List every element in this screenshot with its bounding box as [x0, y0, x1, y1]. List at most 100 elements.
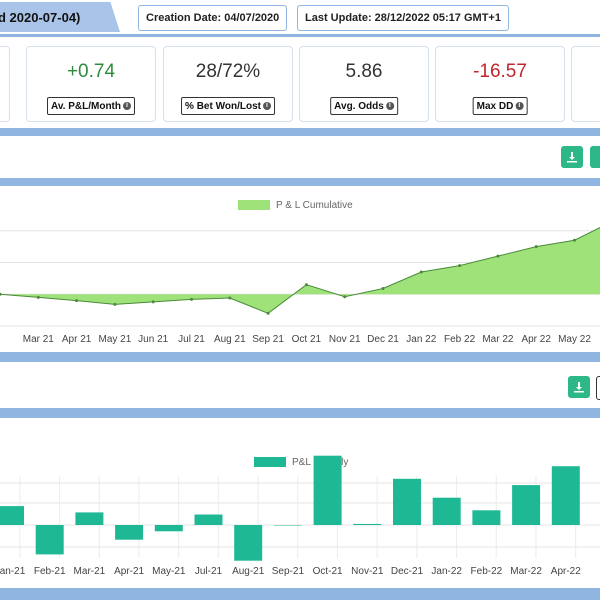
stat-card-bet-won-lost: 28/72% % Bet Won/Lost i	[163, 46, 293, 122]
section-divider-4	[0, 408, 600, 418]
monthly-pl-chart: P&L MonthlyJan-21Feb-21Mar-21Apr-21May-2…	[0, 455, 600, 577]
chart-options-button-monthly[interactable]	[596, 376, 600, 400]
x-tick-label: Sep-21	[272, 566, 305, 577]
x-tick-label: Apr-22	[551, 566, 581, 577]
legend-swatch-cumulative	[238, 200, 270, 210]
monthly-bar	[273, 525, 302, 526]
x-tick-label: Apr-21	[114, 566, 144, 577]
cumulative-point	[0, 292, 2, 296]
strategy-title-tab: d 2020-07-04)	[0, 2, 120, 32]
cumulative-area	[0, 227, 600, 314]
stat-label-bet-won-lost[interactable]: % Bet Won/Lost i	[181, 97, 275, 115]
x-tick-label: Feb-21	[34, 566, 66, 577]
info-icon[interactable]: i	[262, 102, 271, 110]
cumulative-point	[266, 311, 270, 315]
x-tick-label: Oct-21	[313, 566, 343, 577]
section-divider-5	[0, 588, 600, 600]
cumulative-point	[75, 299, 79, 303]
monthly-bar	[393, 478, 421, 525]
stat-value-avg-pl: +0.74	[66, 61, 116, 82]
cumulative-pl-chart: P & L Cumulative Mar 21 Apr 21 May 21 Jun 21…	[0, 200, 600, 345]
cumulative-point	[228, 296, 232, 300]
cumulative-point	[343, 295, 347, 299]
x-tick-label: Dec-21	[391, 566, 424, 577]
x-tick-label: Mar 22	[482, 334, 514, 345]
info-icon[interactable]: i	[515, 102, 524, 110]
x-tick-label: Apr 22	[521, 334, 551, 345]
stat-label-max-dd[interactable]: Max DD i	[472, 97, 528, 115]
monthly-bar	[313, 455, 342, 525]
x-tick-label: May 22	[558, 334, 591, 345]
cumulative-point	[458, 264, 462, 268]
x-tick-label: Mar-21	[74, 566, 106, 577]
x-tick-label: May 21	[99, 334, 132, 345]
x-tick-label: Sep 21	[252, 334, 284, 345]
section-divider-2	[0, 178, 600, 186]
stat-card-avg-pl: +0.74 Av. P&L/Month i	[26, 46, 156, 122]
cumulative-point	[381, 287, 385, 291]
x-tick-label: May-21	[152, 566, 186, 577]
x-tick-label: Dec 21	[367, 334, 399, 345]
x-tick-label: Jul 21	[178, 334, 205, 345]
chart-options-button-cumulative[interactable]	[590, 146, 600, 168]
monthly-bar	[115, 525, 144, 540]
monthly-bar	[551, 466, 580, 525]
cumulative-point	[573, 238, 576, 242]
stat-card-partial-right	[571, 46, 600, 122]
monthly-bar	[194, 514, 223, 525]
x-tick-label: Jan-22	[431, 566, 462, 577]
x-tick-label: Nov 21	[329, 334, 361, 345]
section-divider-3	[0, 352, 600, 362]
x-tick-label: Feb-22	[471, 566, 503, 577]
monthly-bar	[234, 525, 263, 561]
monthly-bar	[0, 506, 24, 525]
x-tick-label: Feb 22	[444, 334, 476, 345]
cumulative-point	[534, 245, 538, 249]
download-icon	[567, 152, 577, 163]
monthly-bar	[472, 510, 501, 525]
cumulative-point	[151, 300, 155, 304]
top-bar: d 2020-07-04) Creation Date: 04/07/2020 …	[0, 0, 600, 36]
monthly-bar	[432, 497, 461, 525]
download-icon	[574, 382, 584, 393]
legend-swatch-monthly	[254, 457, 286, 467]
x-tick-label: Mar-22	[510, 566, 542, 577]
cumulative-point	[304, 283, 308, 287]
stat-value-bet-won-lost: 28/72%	[195, 61, 261, 82]
x-tick-label: Aug-21	[232, 566, 265, 577]
cumulative-point	[190, 297, 193, 301]
download-button-cumulative[interactable]	[561, 146, 583, 168]
section-divider-1	[0, 128, 600, 136]
x-tick-label: Apr 21	[62, 334, 92, 345]
header-divider	[0, 34, 600, 37]
x-tick-label: Jan-21	[0, 566, 26, 577]
last-update-badge: Last Update: 28/12/2022 05:17 GMT+1	[297, 5, 509, 31]
cumulative-point	[36, 295, 40, 299]
x-tick-label: Nov-21	[351, 566, 384, 577]
cumulative-point	[496, 254, 500, 258]
stat-card-partial-left	[0, 46, 10, 122]
x-tick-label: Jun 21	[138, 334, 168, 345]
x-tick-label: Jul-21	[195, 566, 223, 577]
monthly-bar	[353, 523, 382, 525]
stat-value-avg-odds: 5.86	[345, 61, 383, 82]
info-icon[interactable]: i	[123, 102, 131, 110]
stat-card-avg-odds: 5.86 Avg. Odds i	[299, 46, 429, 122]
stat-card-max-dd: -16.57 Max DD i	[435, 46, 565, 122]
cumulative-point	[419, 270, 423, 274]
monthly-bar	[75, 512, 104, 525]
creation-date-badge: Creation Date: 04/07/2020	[138, 5, 288, 31]
monthly-bar	[512, 485, 541, 525]
monthly-bar	[154, 525, 183, 532]
x-tick-label: Oct 21	[292, 334, 322, 345]
stat-label-avg-pl[interactable]: Av. P&L/Month i	[47, 97, 135, 115]
cumulative-point	[113, 302, 117, 306]
legend-label-cumulative: P & L Cumulative	[276, 200, 353, 211]
stat-label-avg-odds[interactable]: Avg. Odds i	[330, 97, 398, 115]
stat-value-max-dd: -16.57	[473, 61, 527, 82]
x-tick-label: Aug 21	[214, 334, 246, 345]
download-button-monthly[interactable]	[568, 376, 590, 398]
x-tick-label: Mar 21	[23, 334, 55, 345]
info-icon[interactable]: i	[385, 102, 394, 110]
x-tick-label: Jan 22	[406, 334, 436, 345]
